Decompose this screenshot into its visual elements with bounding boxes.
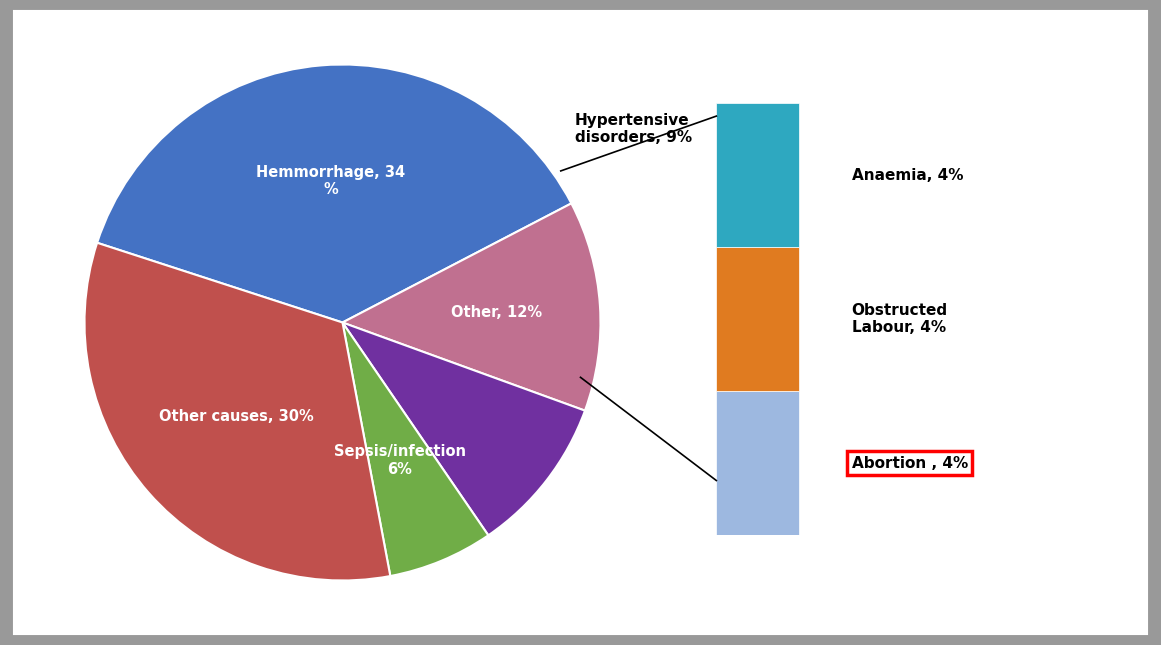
Bar	[716, 103, 799, 247]
Text: Other causes, 30%: Other causes, 30%	[159, 409, 313, 424]
Wedge shape	[85, 243, 390, 580]
Text: Hypertensive
disorders, 9%: Hypertensive disorders, 9%	[575, 113, 692, 145]
Text: Obstructed
Labour, 4%: Obstructed Labour, 4%	[851, 303, 947, 335]
Wedge shape	[342, 322, 585, 535]
Wedge shape	[342, 203, 600, 411]
Text: Abortion , 4%: Abortion , 4%	[851, 456, 968, 471]
Wedge shape	[342, 322, 489, 576]
Bar	[716, 392, 799, 535]
Wedge shape	[98, 64, 571, 322]
Text: Sepsis/infection
6%: Sepsis/infection 6%	[334, 444, 466, 477]
Text: Anaemia, 4%: Anaemia, 4%	[851, 168, 964, 183]
Text: Other, 12%: Other, 12%	[452, 305, 542, 320]
Text: Hemmorrhage, 34
%: Hemmorrhage, 34 %	[257, 165, 405, 197]
Bar	[716, 247, 799, 392]
